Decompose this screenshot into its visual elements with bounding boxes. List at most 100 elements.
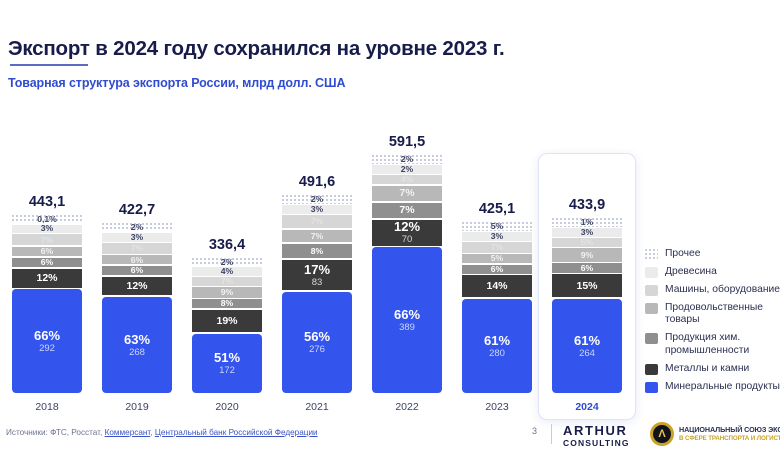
segment-machines-2023[interactable]: 7% [462, 242, 532, 253]
segment-value-label: 264 [579, 347, 595, 359]
segment-metals-2020[interactable]: 19% [192, 309, 262, 333]
source-link-cbr[interactable]: Центральный банк Российской Федерации [154, 428, 318, 437]
segment-percent-label: 6% [130, 265, 144, 276]
bar-group-2024[interactable]: 433,9 1% 3% 5% 9% 6% 15% 61% 264 2024 [539, 120, 635, 419]
bar-2024[interactable]: 1% 3% 5% 9% 6% 15% 61% 264 [552, 218, 622, 393]
bar-2019[interactable]: 2% 3% 7% 6% 6% 12% 63% 268 [102, 222, 172, 394]
union-logo-glyph: Λ [658, 428, 666, 440]
segment-machines-2020[interactable]: 7% [192, 277, 262, 286]
segment-wood-2024[interactable]: 3% [552, 228, 622, 237]
segment-food-2020[interactable]: 9% [192, 287, 262, 298]
segment-chemicals-2021[interactable]: 8% [282, 243, 352, 259]
stacked-bar-chart: 443,1 0,1% 3% 7% 6% 6% 12% 66% 292 2018 422,7 2% 3% 7… [0, 120, 640, 419]
bar-group-2020[interactable]: 336,4 2% 4% 7% 9% 8% 19% 51% 172 2020 [182, 120, 272, 415]
bar-2020[interactable]: 2% 4% 7% 9% 8% 19% 51% 172 [192, 257, 262, 394]
segment-food-2021[interactable]: 7% [282, 229, 352, 243]
segment-other-2022[interactable]: 2% [372, 155, 442, 164]
union-logo: Λ НАЦИОНАЛЬНЫЙ СОЮЗ ЭКСПЕРТОВ В СФЕРЕ ТР… [650, 422, 780, 446]
segment-minerals-2023[interactable]: 61% 280 [462, 298, 532, 393]
segment-chemicals-2023[interactable]: 6% [462, 264, 532, 274]
page-subtitle: Товарная структура экспорта России, млрд… [8, 76, 346, 91]
legend-item-machines[interactable]: Машины, оборудование [645, 284, 780, 297]
bar-total-label-2020: 336,4 [208, 236, 246, 253]
segment-wood-2021[interactable]: 3% [282, 205, 352, 214]
segment-minerals-2019[interactable]: 63% 268 [102, 296, 172, 394]
segment-percent-label: 12% [36, 272, 58, 284]
segment-value-label: 389 [399, 321, 415, 333]
segment-percent-label: 66% [393, 306, 421, 322]
segment-food-2024[interactable]: 9% [552, 248, 622, 262]
segment-metals-2018[interactable]: 12% [12, 268, 82, 288]
bar-group-2019[interactable]: 422,7 2% 3% 7% 6% 6% 12% 63% 268 2019 [92, 120, 182, 415]
segment-other-2023[interactable]: 5% [462, 221, 532, 231]
segment-machines-2022[interactable]: 4% [372, 175, 442, 185]
segment-wood-2018[interactable]: 3% [12, 224, 82, 233]
segment-chemicals-2018[interactable]: 6% [12, 257, 82, 268]
segment-chemicals-2024[interactable]: 6% [552, 263, 622, 273]
segment-food-2022[interactable]: 7% [372, 185, 442, 202]
segment-value-label: 280 [489, 347, 505, 359]
bar-group-2023[interactable]: 425,1 5% 3% 7% 5% 6% 14% 61% 280 2023 [452, 120, 542, 415]
sources-separator: , [150, 428, 155, 437]
x-axis-label-2024: 2024 [575, 401, 599, 413]
source-link-kommersant[interactable]: Коммерсант [104, 428, 151, 437]
segment-metals-2023[interactable]: 14% [462, 275, 532, 298]
segment-minerals-2018[interactable]: 66% 292 [12, 289, 82, 393]
segment-minerals-2022[interactable]: 66% 389 [372, 247, 442, 393]
segment-metals-2019[interactable]: 12% [102, 276, 172, 296]
segment-value-label: 276 [309, 344, 325, 356]
union-logo-text: НАЦИОНАЛЬНЫЙ СОЮЗ ЭКСПЕРТОВ В СФЕРЕ ТРАН… [679, 426, 780, 442]
segment-metals-2021[interactable]: 17% 83 [282, 259, 352, 291]
segment-wood-2023[interactable]: 3% [462, 232, 532, 241]
x-axis-label-2020: 2020 [215, 401, 239, 413]
legend-item-metals[interactable]: Металлы и камни [645, 363, 780, 376]
segment-other-2020[interactable]: 2% [192, 257, 262, 266]
segment-other-2018[interactable]: 0,1% [12, 214, 82, 224]
bar-2018[interactable]: 0,1% 3% 7% 6% 6% 12% 66% 292 [12, 214, 82, 393]
segment-minerals-2024[interactable]: 61% 264 [552, 298, 622, 393]
slide-footer: Источники: ФТС, Росстат, Коммерсант, Цен… [0, 422, 780, 470]
segment-other-2019[interactable]: 2% [102, 222, 172, 232]
segment-chemicals-2022[interactable]: 7% [372, 202, 442, 218]
segment-other-2021[interactable]: 2% [282, 195, 352, 204]
bar-2023[interactable]: 5% 3% 7% 5% 6% 14% 61% 280 [462, 221, 532, 393]
segment-percent-label: 4% [400, 175, 414, 185]
segment-value-label: 83 [311, 276, 323, 288]
legend-item-food[interactable]: Продовольственные товары [645, 302, 780, 328]
legend-swatch-machines-icon [645, 284, 658, 296]
legend-item-chemicals[interactable]: Продукция хим. промышленности [645, 332, 780, 358]
segment-minerals-2020[interactable]: 51% 172 [192, 333, 262, 394]
segment-other-2024[interactable]: 1% [552, 218, 622, 227]
legend-item-minerals[interactable]: Минеральные продукты [645, 381, 780, 394]
segment-wood-2022[interactable]: 2% [372, 165, 442, 174]
chart-legend: Прочее Древесина Машины, оборудование Продо… [645, 248, 780, 399]
segment-machines-2018[interactable]: 7% [12, 234, 82, 246]
x-axis-label-2018: 2018 [35, 401, 59, 413]
segment-wood-2020[interactable]: 4% [192, 267, 262, 276]
bar-group-2018[interactable]: 443,1 0,1% 3% 7% 6% 6% 12% 66% 292 2018 [2, 120, 92, 415]
bar-total-label-2024: 433,9 [568, 197, 606, 214]
bar-2022[interactable]: 2% 2% 4% 7% 7% 12% 70 66% 389 [372, 155, 442, 393]
segment-percent-label: 5% [490, 254, 504, 264]
legend-item-other[interactable]: Прочее [645, 248, 780, 261]
segment-machines-2024[interactable]: 5% [552, 238, 622, 247]
footer-divider [551, 424, 552, 444]
segment-machines-2021[interactable]: 7% [282, 215, 352, 229]
bar-group-2022[interactable]: 591,5 2% 2% 4% 7% 7% 12% 70 66% 389 2022 [362, 120, 452, 415]
segment-percent-label: 7% [399, 204, 415, 217]
segment-minerals-2021[interactable]: 56% 276 [282, 291, 352, 393]
segment-metals-2022[interactable]: 12% 70 [372, 219, 442, 246]
segment-machines-2019[interactable]: 7% [102, 243, 172, 254]
arthur-logo-top: ARTHUR [563, 423, 628, 438]
segment-food-2018[interactable]: 6% [12, 246, 82, 257]
segment-wood-2019[interactable]: 3% [102, 232, 172, 242]
segment-food-2019[interactable]: 6% [102, 255, 172, 265]
bar-total-label-2022: 591,5 [388, 134, 426, 150]
segment-chemicals-2020[interactable]: 8% [192, 299, 262, 309]
bar-group-2021[interactable]: 491,6 2% 3% 7% 7% 8% 17% 83 56% 276 2021 [272, 120, 362, 415]
bar-2021[interactable]: 2% 3% 7% 7% 8% 17% 83 56% 276 [282, 195, 352, 393]
segment-metals-2024[interactable]: 15% [552, 274, 622, 298]
segment-food-2023[interactable]: 5% [462, 254, 532, 264]
segment-chemicals-2019[interactable]: 6% [102, 265, 172, 276]
legend-item-wood[interactable]: Древесина [645, 266, 780, 279]
